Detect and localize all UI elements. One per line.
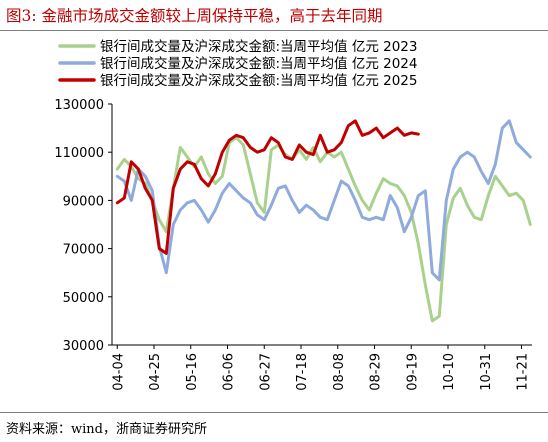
series-line-2023	[115, 136, 532, 323]
y-tick-label: 30000	[63, 339, 104, 354]
y-tick-label: 90000	[63, 194, 104, 209]
legend-label-2024: 银行间成交量及沪深成交金额:当周平均值 亿元 2024	[100, 55, 418, 72]
legend-label-2023: 银行间成交量及沪深成交金额:当周平均值 亿元 2023	[100, 38, 418, 55]
x-tick-label: 06-27	[258, 353, 273, 391]
x-tick-label: 04-25	[148, 353, 163, 391]
y-tick-label: 130000	[54, 98, 104, 113]
series-line-2025	[115, 119, 420, 255]
x-tick-label: 10-31	[479, 353, 494, 391]
x-tick-label: 11-21	[516, 353, 531, 391]
legend-label-2025: 银行间成交量及沪深成交金额:当周平均值 亿元 2025	[100, 72, 418, 89]
series-line-2024	[115, 119, 532, 282]
y-tick-label: 110000	[54, 146, 104, 161]
source-divider	[0, 412, 548, 413]
x-tick-label: 04-04	[111, 353, 126, 391]
chart-title: 图3: 金融市场成交金额较上周保持平稳，高于去年同期	[6, 7, 383, 25]
x-tick-label: 06-06	[222, 353, 237, 391]
x-tick-label: 08-08	[332, 353, 347, 391]
x-tick-label: 07-18	[295, 353, 310, 391]
x-tick-label: 05-16	[185, 353, 200, 391]
x-tick-label: 09-19	[405, 353, 420, 391]
x-tick-label: 08-29	[369, 353, 384, 391]
x-tick-label: 10-10	[442, 353, 457, 391]
source-note: 资料来源：wind，浙商证券研究所	[6, 422, 207, 437]
y-tick-label: 70000	[63, 243, 104, 258]
y-tick-label: 50000	[63, 291, 104, 306]
title-divider	[0, 30, 548, 31]
